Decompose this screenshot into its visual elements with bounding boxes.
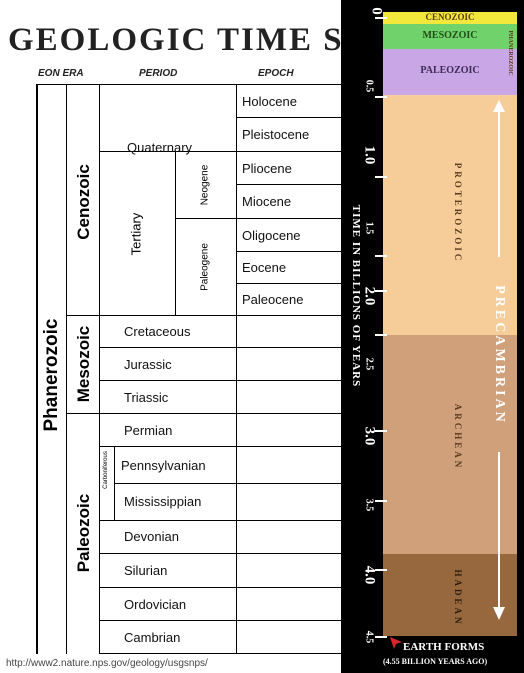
- row-rule: [99, 347, 341, 348]
- tick-mark: [375, 17, 387, 19]
- era-paleozoic-label: Paleozoic: [74, 493, 93, 573]
- time-bar-panel: CENOZOIC MESOZOIC PALEOZOIC PHANEROZOIC …: [341, 0, 524, 673]
- header-eon-era: EON ERA: [38, 68, 84, 79]
- cenozoic-label: CENOZOIC: [425, 12, 475, 22]
- tertiary-subdivider: [175, 151, 176, 315]
- tick-label: 2.5: [363, 357, 375, 371]
- neogene-label: Neogene: [199, 164, 211, 206]
- source-url: http://www2.nature.nps.gov/geology/usgsn…: [6, 658, 208, 669]
- hadean-label: HADEAN: [453, 569, 463, 627]
- row-rule: [99, 653, 341, 654]
- row-rule: [99, 380, 341, 381]
- era-mesozoic-label: Mesozoic: [74, 325, 93, 403]
- tick-label: 3.0: [361, 426, 378, 446]
- eon-phanerozoic-label: Phanerozoic: [41, 318, 62, 432]
- proterozoic-label: PROTEROZOIC: [453, 162, 463, 264]
- band-proterozoic: [383, 95, 517, 335]
- row-rule: [236, 117, 341, 118]
- period-cell: Devonian: [124, 529, 179, 544]
- paleozoic-label: PALEOZOIC: [420, 65, 480, 76]
- header-epoch: EPOCH: [258, 68, 294, 79]
- earth-forms-marker-icon: [390, 637, 402, 649]
- archean-label: ARCHEAN: [453, 403, 463, 471]
- epoch-cell: Holocene: [242, 94, 297, 109]
- row-rule: [66, 413, 341, 414]
- tick-mark: [375, 255, 387, 257]
- tick-label: 4.5: [363, 630, 375, 644]
- band-hadean: [383, 554, 517, 636]
- carboniferous-label: Carboniferous: [103, 451, 109, 489]
- tick-label: 1.0: [361, 145, 378, 165]
- tick-label: 4.0: [361, 565, 378, 585]
- earth-forms-label: EARTH FORMS: [403, 641, 485, 653]
- band-cenozoic: CENOZOIC: [383, 12, 517, 24]
- period-epoch-divider: [236, 84, 237, 654]
- epoch-cell: Miocene: [242, 194, 292, 209]
- period-cell: Ordovician: [124, 597, 187, 612]
- period-quaternary: Quaternary: [127, 140, 193, 155]
- era-cenozoic-label: Cenozoic: [74, 164, 93, 240]
- era-period-divider: [99, 84, 100, 654]
- tick-mark: [375, 290, 387, 292]
- period-cell: Triassic: [124, 390, 169, 405]
- epoch-cell: Eocene: [242, 260, 287, 275]
- tick-mark: [375, 176, 387, 178]
- precambrian-span-arrow: [493, 100, 505, 620]
- tick-mark: [375, 569, 387, 571]
- row-rule: [99, 446, 341, 447]
- phanerozoic-label: PHANEROZOIC: [507, 30, 513, 76]
- period-cell: Silurian: [124, 563, 168, 578]
- paleogene-label: Paleogene: [199, 243, 211, 291]
- mesozoic-label: MESOZOIC: [422, 30, 478, 41]
- row-rule: [175, 218, 341, 219]
- tick-mark: [375, 334, 387, 336]
- tick-mark: [375, 636, 387, 638]
- row-rule: [236, 184, 341, 185]
- earth-forms-sublabel: (4.55 BILLION YEARS AGO): [383, 657, 488, 666]
- tick-label: 2.0: [361, 286, 378, 306]
- epoch-cell: Paleocene: [242, 292, 304, 307]
- band-mesozoic: MESOZOIC: [383, 24, 517, 49]
- row-rule: [99, 620, 341, 621]
- period-cell: Jurassic: [124, 357, 172, 372]
- epoch-cell: Oligocene: [242, 228, 301, 243]
- row-rule: [236, 283, 341, 284]
- period-cell: Mississippian: [124, 494, 202, 509]
- geologic-time-scale-table: GEOLOGIC TIME SC EON ERA PERIOD EPOCH Ph…: [6, 22, 341, 669]
- band-paleozoic: PALEOZOIC: [383, 49, 517, 95]
- period-tertiary-label: Tertiary: [128, 212, 144, 256]
- row-rule: [99, 553, 341, 554]
- period-cell: Permian: [124, 423, 173, 438]
- header-period: PERIOD: [139, 68, 178, 79]
- row-rule: [99, 587, 341, 588]
- tick-label: 1.5: [363, 221, 375, 235]
- row-rule: [99, 520, 341, 521]
- row-rule: [99, 151, 341, 152]
- tick-mark: [375, 500, 387, 502]
- tick-mark: [375, 430, 387, 432]
- tick-label: 3.5: [363, 498, 375, 512]
- period-cell: Cambrian: [124, 630, 181, 645]
- precambrian-label: PRECAMBRIAN: [492, 285, 507, 425]
- row-rule: [236, 251, 341, 252]
- period-cell: Pennsylvanian: [121, 458, 206, 473]
- row-rule: [114, 483, 341, 484]
- row-rule: [66, 315, 341, 316]
- tick-label: 0.5: [363, 79, 375, 93]
- table-title: GEOLOGIC TIME SC: [8, 22, 341, 58]
- epoch-cell: Pliocene: [242, 161, 292, 176]
- table-left-border: [36, 84, 38, 654]
- header-rule: [36, 84, 341, 85]
- tick-label: 0: [368, 7, 385, 15]
- period-cell: Cretaceous: [124, 324, 191, 339]
- eon-era-divider: [66, 84, 67, 654]
- epoch-cell: Pleistocene: [242, 127, 310, 142]
- band-archean: [383, 335, 517, 554]
- tick-mark: [375, 96, 387, 98]
